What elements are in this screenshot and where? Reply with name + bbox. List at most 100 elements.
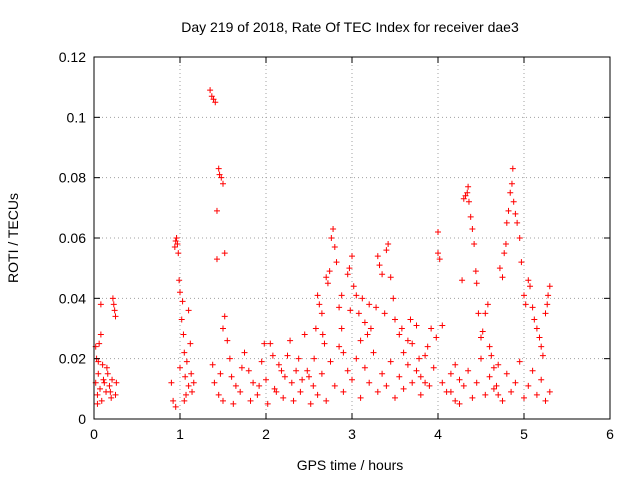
data-point xyxy=(238,364,245,371)
data-point xyxy=(293,367,300,374)
data-point xyxy=(527,283,534,290)
data-point xyxy=(488,352,495,359)
data-point xyxy=(518,259,525,266)
data-point xyxy=(364,331,371,338)
data-point xyxy=(349,376,355,383)
data-point xyxy=(522,301,529,308)
data-point xyxy=(188,370,195,377)
data-point xyxy=(482,391,489,398)
data-point xyxy=(104,370,111,377)
data-point xyxy=(400,349,407,356)
data-point xyxy=(514,219,521,226)
data-point xyxy=(478,334,484,341)
data-point xyxy=(273,388,280,395)
data-point xyxy=(220,397,226,404)
data-point xyxy=(379,370,386,377)
data-point xyxy=(245,367,252,374)
data-point xyxy=(521,292,527,299)
data-point xyxy=(331,382,338,389)
data-point xyxy=(436,256,443,263)
data-point xyxy=(327,358,334,365)
data-point xyxy=(542,397,549,404)
data-point xyxy=(376,262,383,269)
data-point xyxy=(413,367,420,374)
data-point xyxy=(185,307,192,314)
data-point xyxy=(221,250,228,257)
x-axis-label: GPS time / hours xyxy=(297,457,404,473)
data-point xyxy=(439,379,446,386)
data-point xyxy=(170,397,177,404)
data-point xyxy=(495,361,502,368)
data-point xyxy=(288,379,295,386)
data-point xyxy=(103,364,110,371)
data-point xyxy=(508,180,515,187)
data-point xyxy=(331,244,338,251)
data-point xyxy=(475,310,482,317)
data-point xyxy=(314,292,321,299)
data-point xyxy=(486,373,493,380)
data-point xyxy=(503,370,510,377)
x-tick-label: 5 xyxy=(520,426,528,442)
data-point xyxy=(392,316,398,323)
data-point xyxy=(525,277,532,284)
data-point xyxy=(232,382,239,389)
data-point xyxy=(336,343,343,350)
data-point xyxy=(311,355,318,362)
data-point xyxy=(344,271,351,278)
data-point xyxy=(435,250,441,257)
data-point xyxy=(299,376,306,383)
data-point xyxy=(295,355,302,362)
data-point xyxy=(544,301,551,308)
data-point xyxy=(176,277,183,284)
data-point xyxy=(509,165,516,172)
data-point xyxy=(538,376,545,383)
data-point xyxy=(336,304,343,311)
data-point xyxy=(221,313,228,320)
data-point xyxy=(110,301,117,308)
data-point xyxy=(484,301,491,308)
data-point xyxy=(495,391,502,398)
data-point xyxy=(306,373,312,380)
data-point xyxy=(269,352,276,359)
data-point xyxy=(346,265,353,272)
data-point xyxy=(112,391,119,398)
data-point xyxy=(373,304,380,311)
data-point xyxy=(479,328,486,335)
data-point xyxy=(486,343,493,350)
data-point xyxy=(472,268,479,275)
data-point xyxy=(531,316,538,323)
data-point xyxy=(404,337,411,344)
x-tick-label: 3 xyxy=(348,426,356,442)
data-point xyxy=(97,301,104,308)
data-point xyxy=(478,355,484,362)
data-point xyxy=(226,355,233,362)
data-point xyxy=(101,379,108,386)
data-point xyxy=(525,382,532,389)
data-point xyxy=(216,171,223,178)
data-point xyxy=(456,376,463,383)
x-tick-label: 0 xyxy=(90,426,98,442)
data-point xyxy=(333,259,340,266)
data-point xyxy=(379,271,386,278)
data-point xyxy=(471,241,478,248)
y-tick-label: 0 xyxy=(78,411,86,427)
data-point xyxy=(210,96,217,103)
data-point xyxy=(316,301,323,308)
data-point xyxy=(447,388,454,395)
data-point xyxy=(340,388,347,395)
data-point xyxy=(271,385,278,392)
data-point xyxy=(97,331,104,338)
x-tick-label: 2 xyxy=(262,426,270,442)
data-point xyxy=(212,99,219,106)
data-point xyxy=(521,394,527,401)
chart-title: Day 219 of 2018, Rate Of TEC Index for r… xyxy=(181,19,519,35)
data-point xyxy=(462,192,469,199)
data-point xyxy=(94,400,101,407)
data-point xyxy=(111,307,118,314)
x-tick-label: 1 xyxy=(176,426,184,442)
data-point xyxy=(545,292,552,299)
data-point xyxy=(174,241,181,248)
data-point xyxy=(516,235,523,241)
data-point xyxy=(507,189,514,196)
data-point xyxy=(290,397,297,404)
